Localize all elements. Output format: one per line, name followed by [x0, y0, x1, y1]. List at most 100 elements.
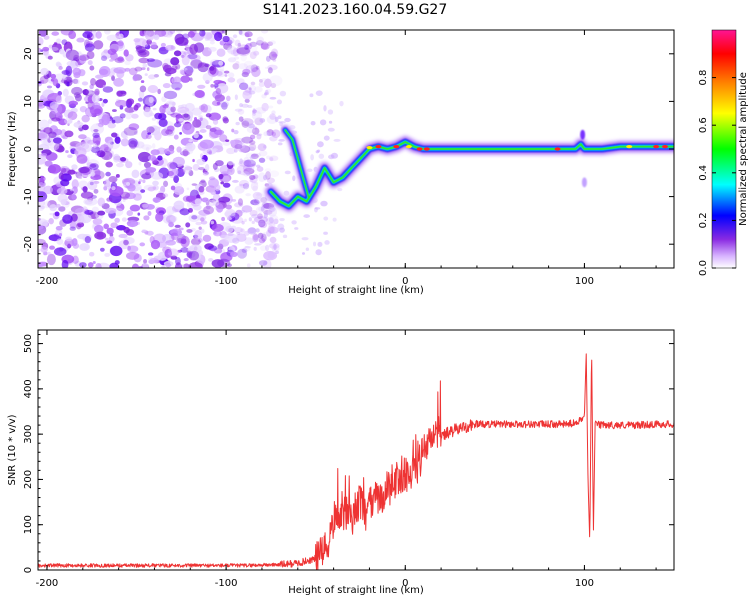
noise-blob	[239, 103, 243, 108]
noise-blob	[179, 69, 185, 75]
noise-blob	[314, 207, 321, 210]
noise-blob	[164, 72, 172, 77]
noise-blob	[67, 154, 73, 159]
noise-blob	[260, 196, 268, 203]
noise-blob	[218, 196, 231, 203]
noise-blob	[270, 48, 279, 59]
noise-blob	[236, 47, 250, 55]
y-tick-label: -20	[23, 236, 34, 252]
noise-blob	[78, 53, 84, 56]
ridge-hotspot	[423, 147, 430, 151]
noise-blob	[241, 136, 253, 144]
noise-blob	[250, 175, 258, 184]
x-tick-label: 100	[575, 276, 594, 287]
noise-blob	[255, 228, 260, 233]
noise-blob	[39, 220, 48, 227]
noise-blob	[38, 47, 42, 53]
noise-blob	[173, 50, 182, 57]
noise-blob	[253, 197, 261, 207]
noise-blob	[248, 217, 252, 222]
noise-blob	[315, 90, 323, 96]
noise-blob	[273, 218, 279, 225]
ridge-layer-secondary	[284, 129, 310, 198]
noise-blob	[90, 171, 95, 177]
noise-blob	[272, 59, 277, 62]
noise-blob	[245, 193, 251, 197]
noise-blob	[222, 175, 230, 184]
noise-blob	[129, 204, 141, 212]
noise-blob	[118, 233, 128, 239]
noise-blob	[40, 79, 45, 84]
noise-blob	[53, 143, 64, 152]
noise-blob	[123, 226, 130, 233]
noise-blob	[232, 63, 240, 70]
noise-blob	[237, 142, 246, 150]
noise-blob	[265, 55, 271, 62]
y-tick-label: 200	[23, 470, 34, 489]
noise-blob	[234, 226, 243, 234]
noise-blob	[120, 157, 127, 162]
noise-blob	[42, 46, 50, 52]
noise-blob	[224, 74, 228, 77]
noise-blob	[111, 75, 115, 81]
noise-blob	[163, 90, 178, 100]
noise-blob	[233, 56, 240, 60]
noise-blob	[106, 34, 120, 42]
noise-blob	[237, 30, 247, 36]
noise-blob	[291, 220, 297, 225]
noise-blob	[231, 179, 239, 183]
noise-blob	[224, 233, 239, 244]
x-tick-label: 100	[575, 578, 594, 589]
noise-blob	[191, 107, 203, 116]
noise-blob	[243, 159, 256, 167]
noise-blob	[148, 96, 154, 103]
noise-blob	[145, 146, 150, 152]
noise-blob	[52, 137, 62, 144]
noise-blob	[246, 163, 255, 172]
noise-blob	[188, 170, 194, 177]
snr-line	[38, 353, 674, 570]
noise-blob	[80, 213, 92, 224]
noise-blob	[127, 245, 131, 251]
noise-blob	[214, 206, 217, 210]
noise-blob	[167, 166, 177, 179]
noise-blob	[242, 164, 253, 172]
ridge-layer	[270, 141, 674, 207]
noise-blob	[222, 117, 229, 124]
noise-blob	[164, 248, 173, 258]
noise-blob	[38, 131, 48, 140]
noise-blob	[269, 96, 277, 100]
spectrogram-ylabel: Frequency (Hz)	[7, 111, 18, 187]
noise-blob	[283, 190, 290, 196]
noise-blob	[248, 227, 256, 234]
noise-blob	[212, 119, 219, 125]
noise-blob	[182, 149, 189, 157]
noise-blob	[271, 131, 276, 137]
noise-blob	[181, 54, 190, 66]
noise-blob	[116, 162, 124, 168]
noise-blob	[242, 90, 252, 96]
noise-blob	[221, 216, 226, 222]
noise-blob	[196, 194, 201, 200]
noise-blob	[143, 161, 152, 169]
noise-blob	[103, 223, 109, 230]
noise-blob	[48, 163, 61, 174]
noise-blob	[213, 83, 219, 88]
noise-blob	[91, 172, 96, 176]
noise-blob	[147, 132, 152, 135]
noise-blob	[234, 143, 243, 150]
noise-blob	[255, 65, 260, 70]
noise-blob	[230, 139, 236, 145]
noise-blob	[263, 202, 275, 213]
noise-blob	[43, 185, 53, 195]
noise-blob	[245, 42, 253, 50]
noise-blob	[219, 134, 228, 142]
noise-blob	[48, 217, 54, 225]
noise-blob	[91, 206, 99, 214]
noise-blob	[76, 37, 85, 43]
noise-blob	[38, 205, 45, 211]
noise-blob	[163, 148, 175, 155]
noise-blob	[235, 209, 243, 218]
x-tick-label: -100	[215, 276, 238, 287]
noise-blob	[184, 64, 195, 75]
